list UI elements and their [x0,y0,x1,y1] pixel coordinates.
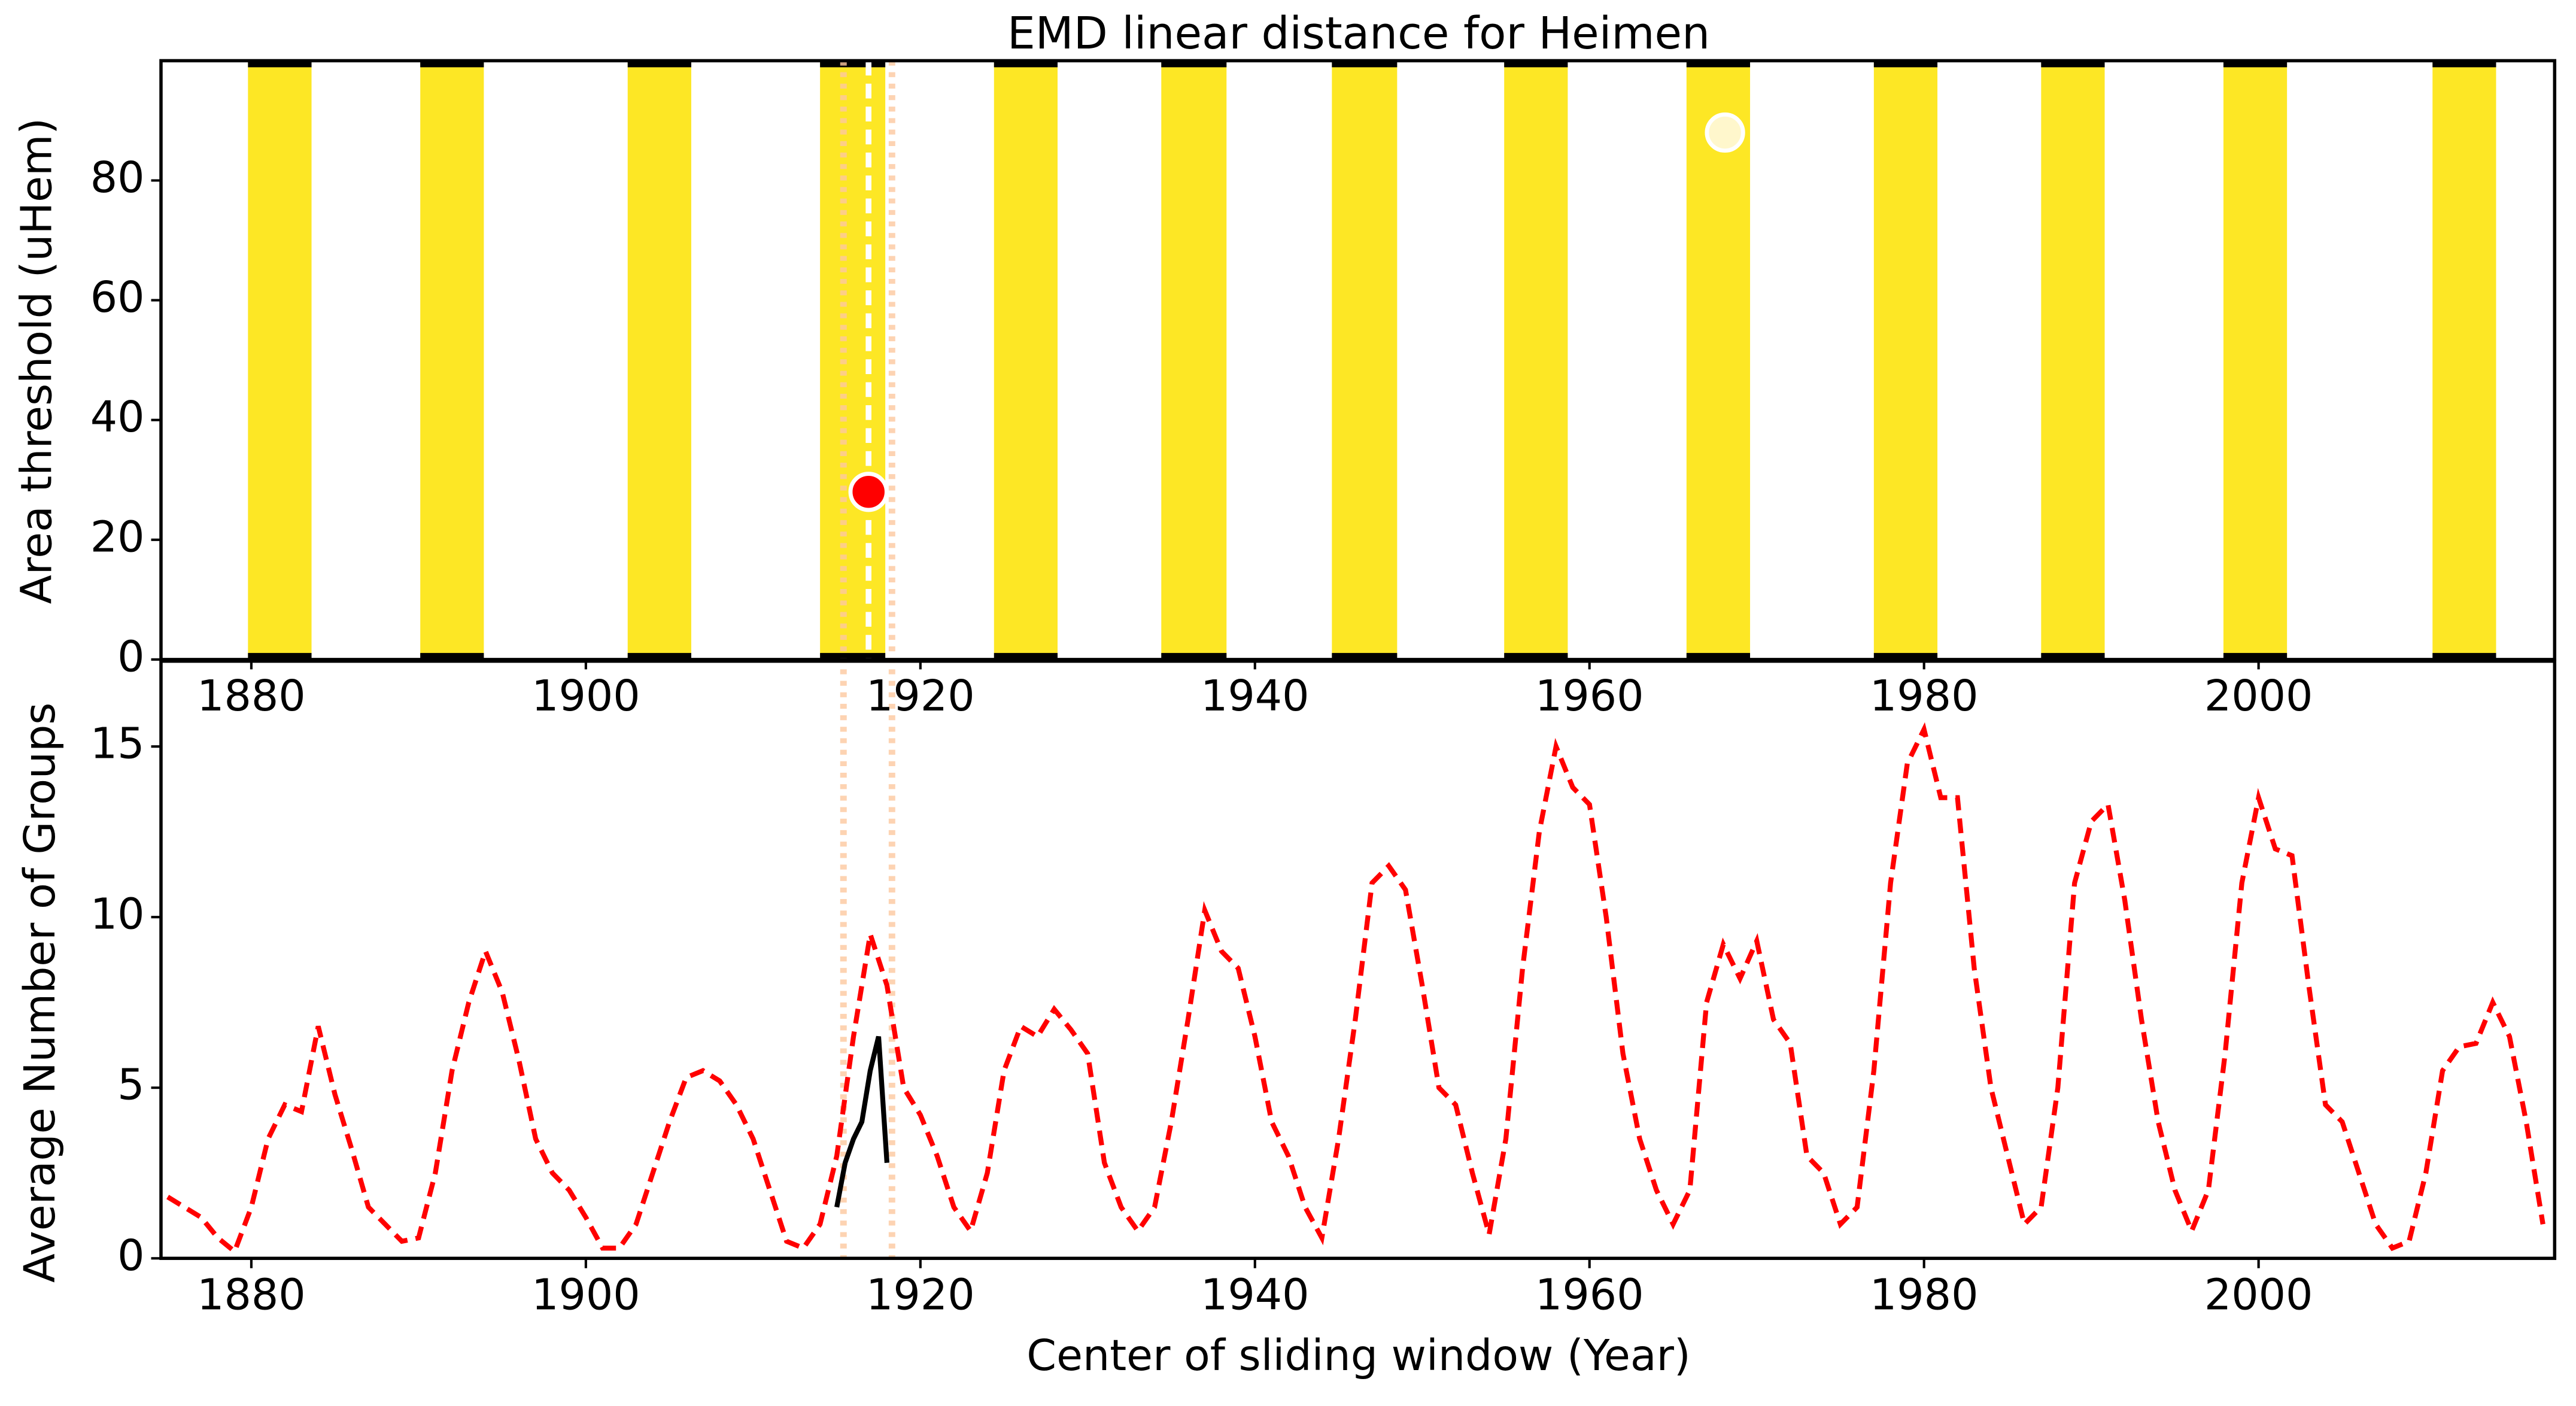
x-tick-label: 1940 [1201,1270,1310,1320]
band [248,60,312,660]
band-edge [1332,652,1398,660]
y-tick-label: 0 [117,1231,144,1280]
band-edge [2432,652,2496,660]
y-tick-label: 80 [90,153,145,202]
x-tick-label: 1920 [866,1270,975,1320]
band [820,60,886,660]
plot-frame [159,659,2557,1261]
x-tick-label: 2000 [2204,1270,2313,1320]
band [1504,60,1568,660]
band-edge [1686,652,1751,660]
band-edge [994,60,1058,68]
band-edge [1161,652,1227,660]
line [166,722,2545,1256]
band-edge [627,652,691,660]
x-tick-label: 1960 [1535,671,1644,721]
band-edge [1504,652,1568,660]
band [1332,60,1398,660]
band-edge [1161,60,1227,68]
y-tick-label: 60 [90,272,145,322]
line [834,1035,890,1208]
band [2041,60,2105,660]
band-edge [1873,60,1938,68]
band-edge [1873,652,1938,660]
y-tick-label: 5 [117,1060,144,1110]
band-edge [627,60,691,68]
x-tick-label: 1920 [866,671,975,721]
band [2223,60,2288,660]
y-tick-label: 10 [90,889,145,939]
band [1686,60,1751,660]
x-tick-label: 2000 [2204,671,2313,721]
x-tick-label: 1900 [531,1270,640,1320]
band-edge [1686,60,1751,68]
y-axis-label: Average Number of Groups [15,703,65,1283]
band-edge [1504,60,1568,68]
y-tick-label: 40 [90,392,145,442]
y-tick-label: 20 [90,512,145,561]
marker [1705,112,1745,153]
band-edge [2041,652,2105,660]
x-tick-label: 1880 [197,671,306,721]
band-edge [248,60,312,68]
x-tick-label: 1960 [1535,1270,1644,1320]
x-tick-label: 1900 [531,671,640,721]
band-edge [248,652,312,660]
y-tick-label: 15 [90,719,145,769]
band-edge [420,60,484,68]
band-edge [820,60,886,68]
band-edge [994,652,1058,660]
band-edge [820,652,886,660]
band-edge [420,652,484,660]
y-tick-label: 0 [117,631,144,681]
band [994,60,1058,660]
band-edge [1332,60,1398,68]
chart-title: EMD linear distance for Heimen [1007,8,1710,59]
band [1873,60,1938,660]
band-edge [2223,60,2288,68]
band-edge [2432,60,2496,68]
band-edge [2223,652,2288,660]
x-tick-label: 1880 [197,1270,306,1320]
band [1161,60,1227,660]
y-axis-label: Area threshold (uHem) [11,118,61,604]
band [420,60,484,660]
x-axis-label: Center of sliding window (Year) [1026,1331,1690,1380]
marker [848,472,889,512]
band [627,60,691,660]
x-tick-label: 1940 [1201,671,1310,721]
x-tick-label: 1980 [1870,1270,1979,1320]
band-edge [2041,60,2105,68]
band [2432,60,2496,660]
x-tick-label: 1980 [1870,671,1979,721]
